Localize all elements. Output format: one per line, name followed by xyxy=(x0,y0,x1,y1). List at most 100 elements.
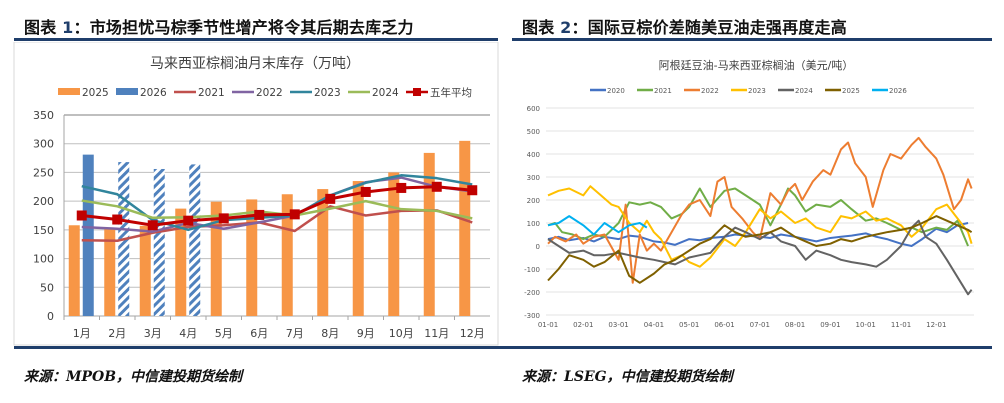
x-tick-label: 07-01 xyxy=(750,321,770,329)
figure-2-bottom-rule xyxy=(498,346,992,349)
x-tick-label: 03-01 xyxy=(608,321,628,329)
legend-item-2022: 2022 xyxy=(232,87,283,99)
x-tick-label: 04-01 xyxy=(644,321,664,329)
chart-1-y-axis: 0 50 100 150 200 250 300 350 xyxy=(33,109,54,323)
y-tick-label: 100 xyxy=(527,220,540,228)
chart-2-gridlines xyxy=(546,107,974,316)
x-tick-label: 5月 xyxy=(215,327,233,340)
legend-label: 2021 xyxy=(198,87,225,99)
bar-2025 xyxy=(388,172,400,316)
x-tick-label: 4月 xyxy=(179,327,197,340)
bar-2025 xyxy=(459,140,471,316)
figure-2-label: 图表 xyxy=(522,18,561,37)
legend-marker xyxy=(413,88,421,96)
y-tick-label: 350 xyxy=(33,109,54,122)
legend-label: 2024 xyxy=(372,87,399,99)
bar-2026 xyxy=(189,164,201,316)
chart-1-title: 马来西亚棕榈油月末库存（万吨） xyxy=(150,56,360,72)
line-2026 xyxy=(547,215,648,236)
line-2025 xyxy=(547,215,973,284)
x-tick-label: 08-01 xyxy=(785,321,805,329)
line-avg xyxy=(81,185,473,227)
marker-point xyxy=(254,209,265,220)
x-tick-label: 1月 xyxy=(73,327,91,340)
x-tick-label: 05-01 xyxy=(679,321,699,329)
marker-point xyxy=(396,182,407,193)
chart-1-x-axis: 1月 2月 3月 4月 5月 6月 7月 8月 9月 10月 11月 12月 xyxy=(63,316,485,340)
y-tick-label: 250 xyxy=(33,166,54,179)
marker-point xyxy=(183,215,194,226)
y-tick-label: 400 xyxy=(527,151,540,159)
bar-2026 xyxy=(82,154,94,316)
legend-label: 2023 xyxy=(748,87,766,95)
x-tick-label: 02-01 xyxy=(573,321,593,329)
legend-item-2025: 2025 xyxy=(825,87,860,95)
x-tick-label: 01-01 xyxy=(538,321,558,329)
x-tick-label: 10月 xyxy=(389,327,414,340)
figure-2-heading: ：国际豆棕价差随美豆油走强再度走高 xyxy=(571,18,847,37)
figure-1-label: 图表 xyxy=(24,18,63,37)
x-tick-label: 12-01 xyxy=(926,321,946,329)
figure-1-bottom-rule xyxy=(14,346,498,349)
line-2021 xyxy=(81,205,473,243)
legend-label: 2025 xyxy=(842,87,860,95)
figure-2-top-rule xyxy=(512,38,992,41)
y-tick-label: 600 xyxy=(527,105,540,113)
x-tick-label: 12月 xyxy=(460,327,485,340)
legend-item-2021: 2021 xyxy=(174,87,225,99)
chart-2-lines xyxy=(547,136,973,296)
legend-item-2022: 2022 xyxy=(684,87,719,95)
bar-2025 xyxy=(317,189,329,316)
marker-point xyxy=(147,220,158,231)
marker-point xyxy=(218,213,229,224)
spread-chart: 阿根廷豆油-马来西亚棕榈油（美元/吨） 2020 2021 2022 2023 2024… xyxy=(524,58,974,329)
figure-2-title: 图表 2：国际豆棕价差随美豆油走强再度走高 xyxy=(522,14,847,38)
legend-item-2021: 2021 xyxy=(637,87,672,95)
legend-item-2020: 2020 xyxy=(590,87,625,95)
x-tick-label: 6月 xyxy=(250,327,268,340)
bar-2025 xyxy=(210,201,222,316)
y-tick-label: 200 xyxy=(527,197,540,205)
line-2022 xyxy=(81,176,473,233)
figure-2-number: 2 xyxy=(560,18,572,37)
y-tick-label: 0 xyxy=(536,243,540,251)
figure-1-source: 来源：MPOB，中信建投期货绘制 xyxy=(24,369,243,385)
marker-point xyxy=(467,185,478,196)
x-tick-label: 09-01 xyxy=(820,321,840,329)
x-tick-label: 11-01 xyxy=(891,321,911,329)
legend-label: 2026 xyxy=(140,87,167,99)
y-tick-label: 100 xyxy=(33,253,54,266)
figure-1-title: 图表 1：市场担忧马棕季节性增产将令其后期去库乏力 xyxy=(24,14,414,38)
legend-label: 2020 xyxy=(607,87,625,95)
legend-swatch xyxy=(58,88,80,95)
legend-item-2026: 2026 xyxy=(872,87,907,95)
chart-2-x-axis: 01-01 02-01 03-01 04-01 05-01 06-01 07-01 08-01… xyxy=(538,321,947,329)
y-tick-label: 300 xyxy=(33,138,54,151)
bar-2025 xyxy=(281,194,293,316)
y-tick-label: 0 xyxy=(47,310,54,323)
inventory-chart: 马来西亚棕榈油月末库存（万吨） 2025 2026 2021 2022 2023 2024… xyxy=(13,42,499,346)
legend-item-2024: 2024 xyxy=(348,87,399,99)
legend-label: 2022 xyxy=(256,87,283,99)
marker-point xyxy=(112,214,123,225)
x-tick-label: 8月 xyxy=(321,327,339,340)
chart-2-title: 阿根廷豆油-马来西亚棕榈油（美元/吨） xyxy=(659,58,854,72)
y-tick-label: 50 xyxy=(40,281,54,294)
y-tick-label: -100 xyxy=(524,266,540,274)
legend-item-2023: 2023 xyxy=(731,87,766,95)
chart-1-legend: 2025 2026 2021 2022 2023 2024 五年平均 xyxy=(58,86,472,99)
legend-item-2024: 2024 xyxy=(778,87,813,95)
bar-2025 xyxy=(175,208,187,316)
legend-label: 2026 xyxy=(889,87,907,95)
legend-label: 2025 xyxy=(82,87,109,99)
x-tick-label: 3月 xyxy=(144,327,162,340)
y-tick-label: 150 xyxy=(33,224,54,237)
line-2024 xyxy=(547,219,973,296)
bar-2025 xyxy=(246,199,258,316)
bar-2025 xyxy=(68,225,80,316)
chart-1-lines xyxy=(76,174,478,243)
marker-point xyxy=(360,186,371,197)
x-tick-label: 06-01 xyxy=(714,321,734,329)
legend-item-avg: 五年平均 xyxy=(406,86,472,99)
legend-label: 2022 xyxy=(701,87,719,95)
